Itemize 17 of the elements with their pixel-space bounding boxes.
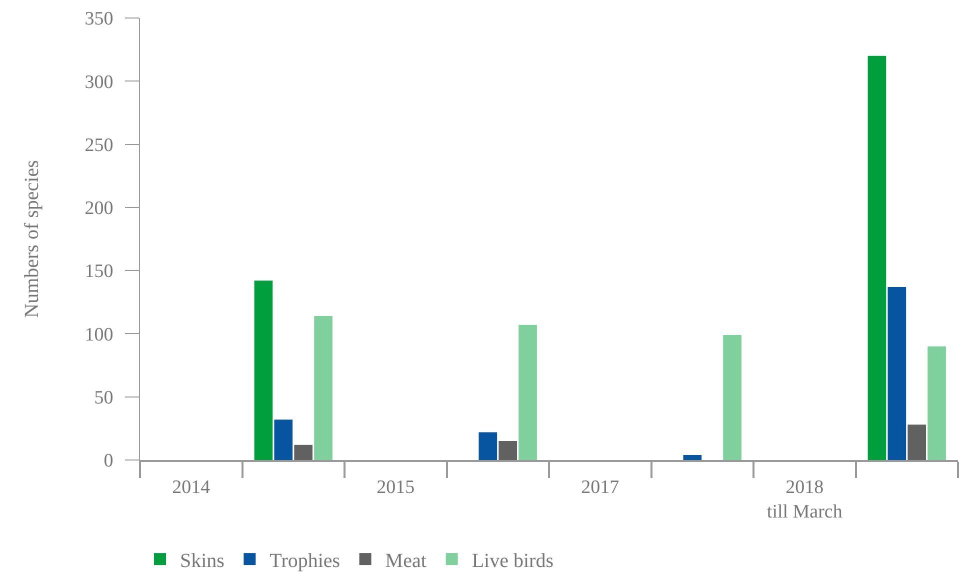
y-tick-label: 350: [84, 8, 114, 30]
y-tick-label: 50: [94, 388, 114, 409]
y-tick-label: 100: [84, 324, 114, 346]
y-tick-label: 150: [84, 261, 114, 282]
x-tick-label: 2017: [581, 476, 620, 498]
y-tick-label: 200: [84, 198, 114, 220]
legend-label: Live birds: [472, 550, 554, 572]
x-tick-label: 2014: [172, 476, 211, 498]
x-tick-label: 2018 till March: [766, 476, 843, 522]
legend-label: Skins: [180, 550, 225, 572]
legend-label: Trophies: [270, 550, 340, 572]
x-tick-label: 2015: [376, 476, 415, 498]
y-tick-label: 300: [84, 72, 114, 93]
legend-label: Meat: [385, 550, 427, 572]
y-axis-title: Numbers of species: [21, 160, 44, 318]
y-tick-label: 250: [84, 134, 114, 156]
y-tick-label: 0: [104, 450, 114, 472]
